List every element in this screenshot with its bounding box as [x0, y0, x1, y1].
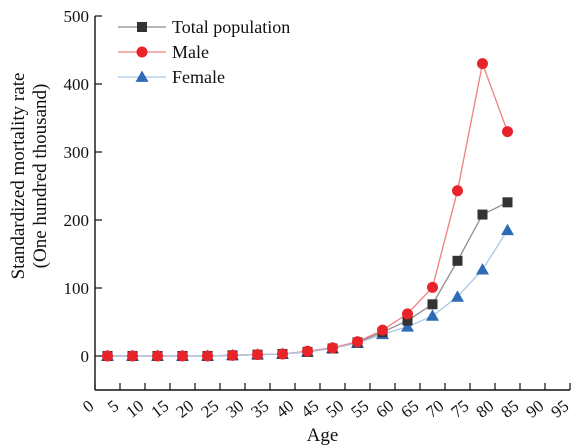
legend: Total population Male Female: [118, 17, 290, 87]
data-point-female: [401, 320, 414, 332]
x-tick-label: 30: [222, 396, 247, 421]
x-tick-label: 60: [372, 396, 397, 421]
data-point-male: [352, 336, 363, 348]
data-point-female: [501, 223, 514, 236]
data-point-male: [277, 348, 288, 360]
x-tick-label: 35: [247, 396, 272, 421]
data-point-female: [476, 263, 489, 275]
x-tick-label: 80: [472, 396, 497, 421]
data-point-male: [377, 324, 388, 336]
x-tick-label: 15: [147, 396, 172, 421]
legend-label: Total population: [172, 17, 290, 37]
legend-marker: [135, 70, 149, 82]
data-point-male: [227, 349, 238, 361]
y-tick-label: 500: [64, 7, 90, 26]
data-point-male: [502, 126, 513, 138]
y-tick-label: 0: [81, 347, 90, 366]
series-line-male: [107, 61, 509, 357]
data-point-male: [427, 281, 438, 293]
series-line-female: [107, 229, 509, 357]
x-axis-title: Age: [307, 425, 339, 445]
legend-marker: [137, 22, 147, 32]
series-lines: [107, 61, 509, 357]
x-tick-label: 0: [79, 396, 97, 416]
data-point-total-population: [452, 255, 463, 266]
data-point-male: [402, 308, 413, 320]
legend-label: Female: [172, 67, 225, 87]
x-tick-label: 95: [547, 396, 572, 421]
data-point-male: [102, 350, 113, 362]
x-tick-label: 5: [104, 396, 122, 416]
x-tick-label: 45: [297, 396, 322, 421]
legend-label: Male: [172, 42, 209, 62]
data-point-male: [452, 185, 463, 197]
y-tick-label: 300: [64, 143, 90, 162]
data-point-male: [177, 350, 188, 362]
x-tick-label: 70: [422, 396, 447, 421]
data-point-male: [327, 342, 338, 354]
series-line-total-population: [107, 201, 508, 357]
x-tick-label: 90: [522, 396, 547, 421]
x-tick-label: 10: [122, 396, 147, 421]
x-tick-label: 40: [272, 396, 297, 421]
series-markers: [101, 58, 514, 362]
x-tick-label: 20: [172, 396, 197, 421]
data-point-total-population: [402, 315, 413, 326]
legend-item-female: Female: [118, 67, 225, 87]
x-tick-label: 65: [397, 396, 422, 421]
y-tick-label: 200: [64, 211, 90, 230]
data-point-total-population: [502, 197, 513, 208]
x-tick-label: 25: [197, 396, 222, 421]
x-tick-label: 75: [447, 396, 472, 421]
data-point-total-population: [477, 209, 488, 220]
data-point-male: [252, 349, 263, 361]
data-point-total-population: [427, 299, 438, 310]
legend-marker: [136, 46, 148, 58]
y-tick-label: 100: [64, 279, 90, 298]
data-point-female: [451, 290, 464, 302]
legend-item-male: Male: [118, 42, 209, 62]
data-point-male: [302, 345, 313, 357]
x-tick-label: 55: [347, 396, 372, 421]
x-tick-label: 85: [497, 396, 522, 421]
data-point-male: [127, 350, 138, 362]
x-tick-label: 50: [322, 396, 347, 421]
data-point-male: [152, 350, 163, 362]
y-axis-title-line: Standardized mortality rate: [8, 73, 29, 280]
y-tick-label: 400: [64, 75, 90, 94]
legend-item-total-population: Total population: [118, 17, 290, 37]
data-point-male: [202, 350, 213, 362]
data-point-male: [477, 58, 488, 70]
y-axis-title-line: (One hundred thousand): [30, 84, 51, 269]
data-point-female: [426, 309, 439, 321]
